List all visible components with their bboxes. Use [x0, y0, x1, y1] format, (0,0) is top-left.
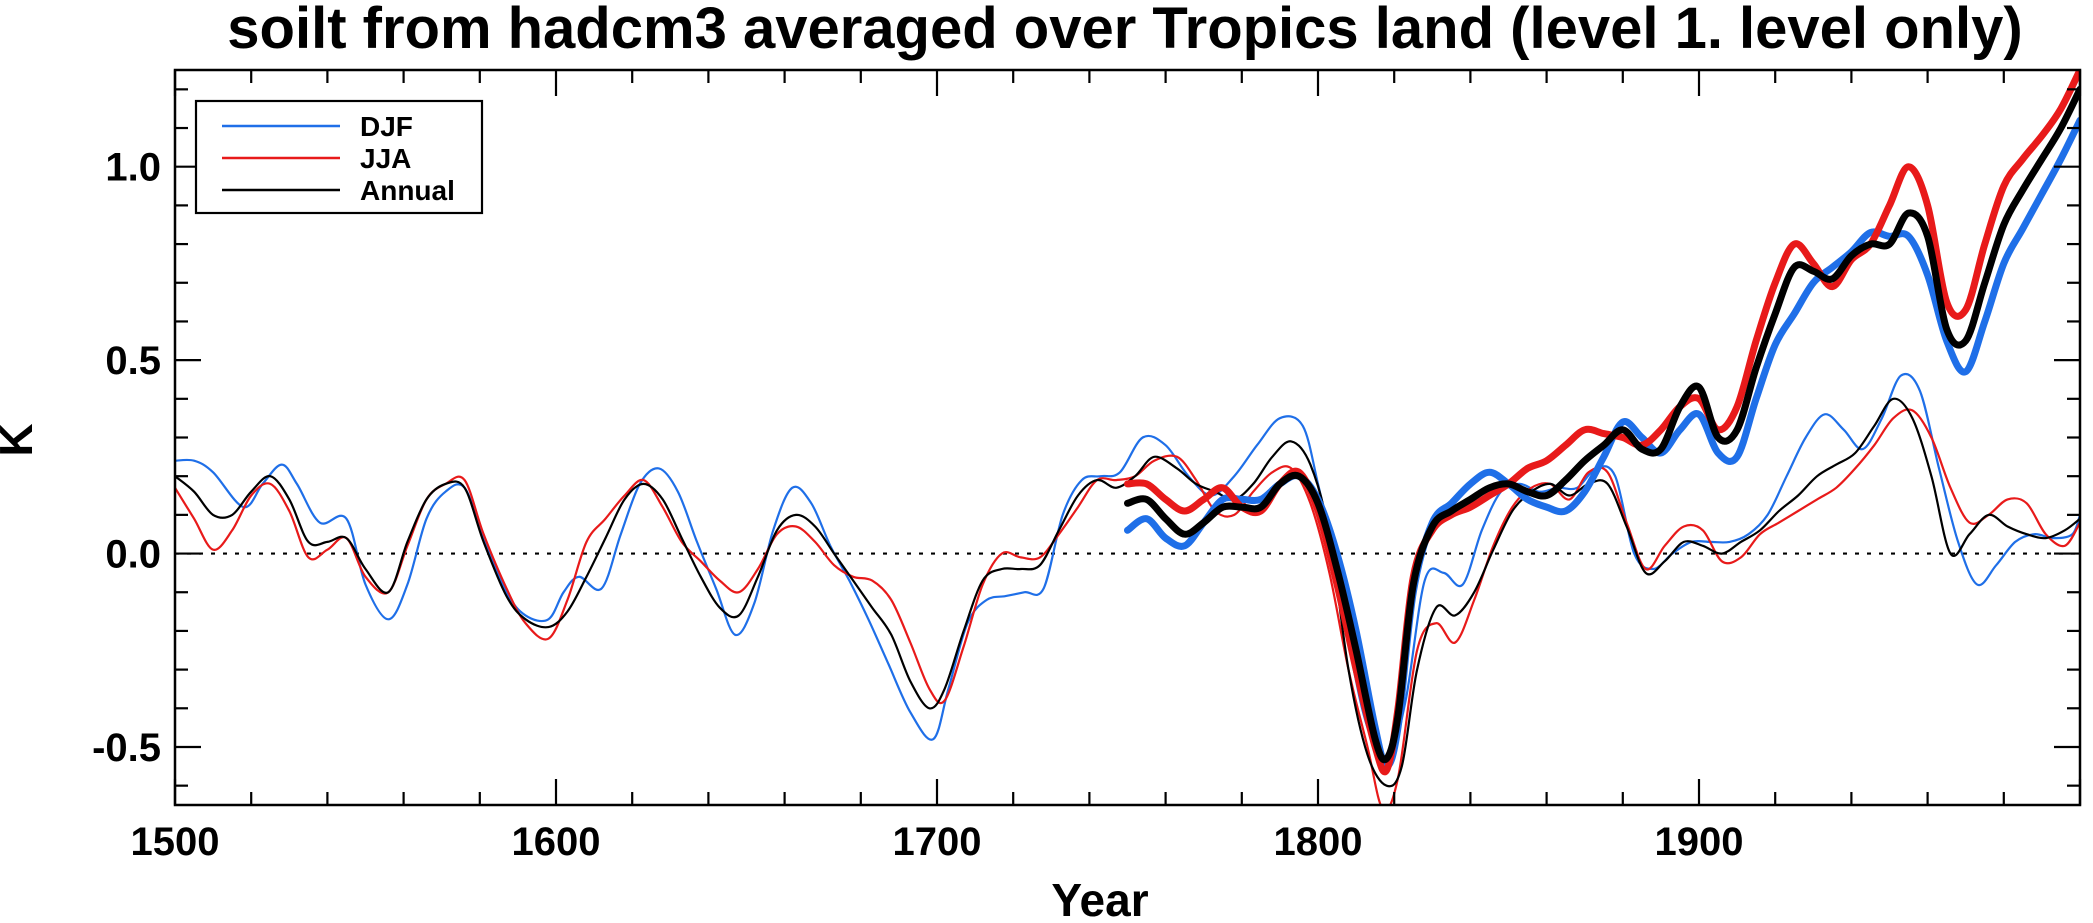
- x-axis-label: Year: [1051, 874, 1148, 923]
- series-line-jja-thin: [175, 408, 2080, 805]
- x-tick-label: 1900: [1655, 820, 1744, 864]
- plot-area: [175, 70, 2080, 805]
- axes: 1500 1600 1700 1800 1900 -0.5 0.0 0.5 1.0: [92, 68, 2082, 864]
- y-axis-label: K: [0, 423, 42, 456]
- chart-title: soilt from hadcm3 averaged over Tropics …: [227, 0, 2022, 61]
- x-tick-label: 1600: [512, 820, 601, 864]
- series-line-annual-thin: [175, 397, 2080, 788]
- y-tick-label: -0.5: [92, 726, 161, 770]
- series-line-annual-thick: [1124, 85, 2080, 764]
- y-tick-label: 0.0: [105, 533, 161, 577]
- y-tick-label: 0.5: [105, 339, 161, 383]
- y-tick-label: 1.0: [105, 146, 161, 190]
- series-line-djf-thin: [175, 372, 2080, 768]
- x-tick-label: 1500: [131, 820, 220, 864]
- x-tick-label: 1700: [893, 820, 982, 864]
- legend-label-jja: JJA: [360, 143, 411, 174]
- x-tick-label: 1800: [1274, 820, 1363, 864]
- legend-label-djf: DJF: [360, 111, 413, 142]
- series-line-jja-thick: [1124, 70, 2080, 776]
- legend-label-annual: Annual: [360, 175, 455, 206]
